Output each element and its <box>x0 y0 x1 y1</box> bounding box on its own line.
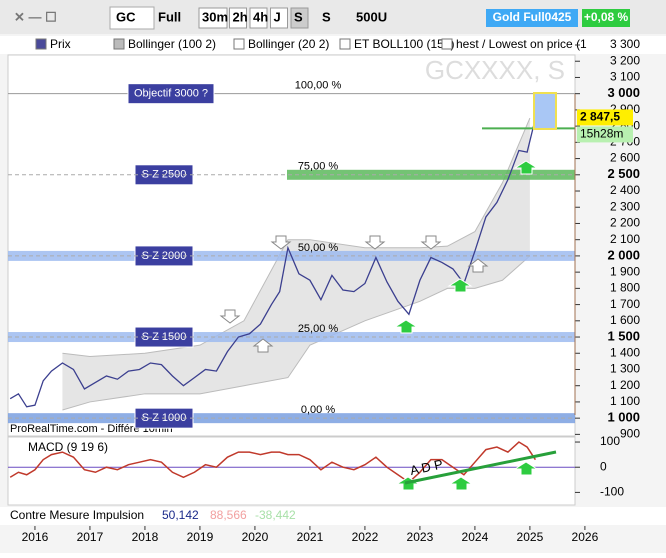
y-tick-label: 2 400 <box>610 183 640 197</box>
period-button[interactable] <box>198 7 228 29</box>
period[interactable]: 30m <box>202 9 228 24</box>
last-price: 2 847,5 <box>580 110 620 124</box>
footer-value: 50,142 <box>162 508 199 522</box>
x-tick-label: 2023 <box>407 530 434 544</box>
units[interactable]: 500U <box>356 9 387 24</box>
change: +0,08 % <box>584 10 629 24</box>
y-tick-label: 3 300 <box>610 37 640 51</box>
macd-line <box>9 441 537 484</box>
x-tick-label: 2022 <box>352 530 379 544</box>
period[interactable]: S <box>294 9 303 24</box>
y-tick-label: 1 900 <box>610 264 640 278</box>
x-tick-label: 2017 <box>77 530 104 544</box>
y-tick-label: 1 400 <box>610 345 640 359</box>
x-tick-label: 2016 <box>22 530 49 544</box>
y-tick-label: 1 000 <box>607 410 640 425</box>
fib-label: 100,00 % <box>295 80 342 92</box>
period[interactable]: J <box>274 9 281 24</box>
legend-swatch <box>113 38 125 50</box>
y-tick-label: 1 100 <box>610 394 640 408</box>
y-tick-label: 900 <box>620 427 640 441</box>
band-fill <box>62 118 530 411</box>
legend-swatch <box>35 38 47 50</box>
band-upper <box>62 117 531 358</box>
legend-swatch <box>233 38 245 50</box>
period-button[interactable] <box>229 7 247 29</box>
watermark: GCXXXX, S <box>425 55 565 85</box>
footer-label: Contre Mesure Impulsion <box>10 508 144 522</box>
legend-swatch <box>441 38 453 50</box>
change-box <box>582 9 630 27</box>
band-lower <box>62 255 531 411</box>
symbol-button[interactable] <box>109 6 155 30</box>
legend-entry: ET BOLL100 (150) <box>354 37 455 51</box>
y-tick-label: 2 600 <box>610 151 640 165</box>
legend-bar <box>0 36 666 54</box>
x-tick-label: 2025 <box>517 530 544 544</box>
legend-entry: Bollinger (20 2) <box>248 37 329 51</box>
macd-panel <box>7 436 576 506</box>
period[interactable]: 2h <box>233 9 248 24</box>
fib-label: 50,00 % <box>298 242 339 254</box>
macd-tick-label: 0 <box>600 459 607 473</box>
x-tick-label: 2019 <box>187 530 214 544</box>
mode[interactable]: Full <box>158 9 181 24</box>
source: ProRealTime.com - Différé 10min <box>10 423 173 435</box>
footer-value: -38,442 <box>255 508 296 522</box>
macd-tick-label: 100 <box>600 434 620 448</box>
instrument[interactable]: Gold Full0425 <box>493 10 572 24</box>
y-tick-label: 2 000 <box>607 247 640 262</box>
period-button[interactable] <box>290 7 309 29</box>
legend-swatch <box>339 38 351 50</box>
fib-label: 25,00 % <box>298 323 339 335</box>
y-tick-label: 2 200 <box>610 216 640 230</box>
y-tick-label: 2 100 <box>610 232 640 246</box>
y-tick-label: 3 100 <box>610 70 640 84</box>
x-tick-label: 2018 <box>132 530 159 544</box>
footer-value: 88,566 <box>210 508 247 522</box>
x-tick-label: 2020 <box>242 530 269 544</box>
period-select[interactable]: S <box>322 9 331 24</box>
period-button[interactable] <box>249 7 268 29</box>
legend-entry: hest / Lowest on price (1 <box>456 37 587 51</box>
x-tick-label: 2026 <box>572 530 599 544</box>
annotation: A D P <box>409 456 445 478</box>
y-tick-label: 3 000 <box>607 85 640 100</box>
y-tick-label: 1 500 <box>607 328 640 343</box>
y-tick-label: 1 600 <box>610 313 640 327</box>
period-button[interactable] <box>270 7 288 29</box>
y-tick-label: 3 200 <box>610 53 640 67</box>
symbol[interactable]: GC <box>116 9 136 24</box>
period[interactable]: 4h <box>253 9 268 24</box>
target-label: Objectif 3000 ? <box>134 88 208 100</box>
y-tick-label: 1 300 <box>610 362 640 376</box>
y-tick-label: 1 200 <box>610 378 640 392</box>
countdown-box <box>577 126 633 143</box>
x-tick-label: 2021 <box>297 530 324 544</box>
x-tick-label: 2024 <box>462 530 489 544</box>
y-tick-label: 2 300 <box>610 199 640 213</box>
signal-arrows <box>219 92 576 491</box>
target-box <box>127 83 215 105</box>
y-tick-label: 2 500 <box>607 166 640 181</box>
macd-tick-label: -100 <box>600 485 624 499</box>
legend-entry: Bollinger (100 2) <box>128 37 216 51</box>
countdown: 15h28m <box>580 127 623 141</box>
y-tick-label: 1 800 <box>610 281 640 295</box>
fib-label: 75,00 % <box>298 161 339 173</box>
price-line <box>9 118 537 408</box>
last-price-box <box>577 109 633 126</box>
close-icon[interactable]: ✕ — ☐ <box>14 9 57 24</box>
y-tick-label: 1 700 <box>610 297 640 311</box>
macd-legend: MACD (9 19 6) <box>28 440 108 454</box>
legend-entry: Prix <box>50 37 71 51</box>
fib-label: 0,00 % <box>301 404 335 416</box>
footer-bar <box>0 507 666 525</box>
instrument-box[interactable] <box>486 9 578 27</box>
